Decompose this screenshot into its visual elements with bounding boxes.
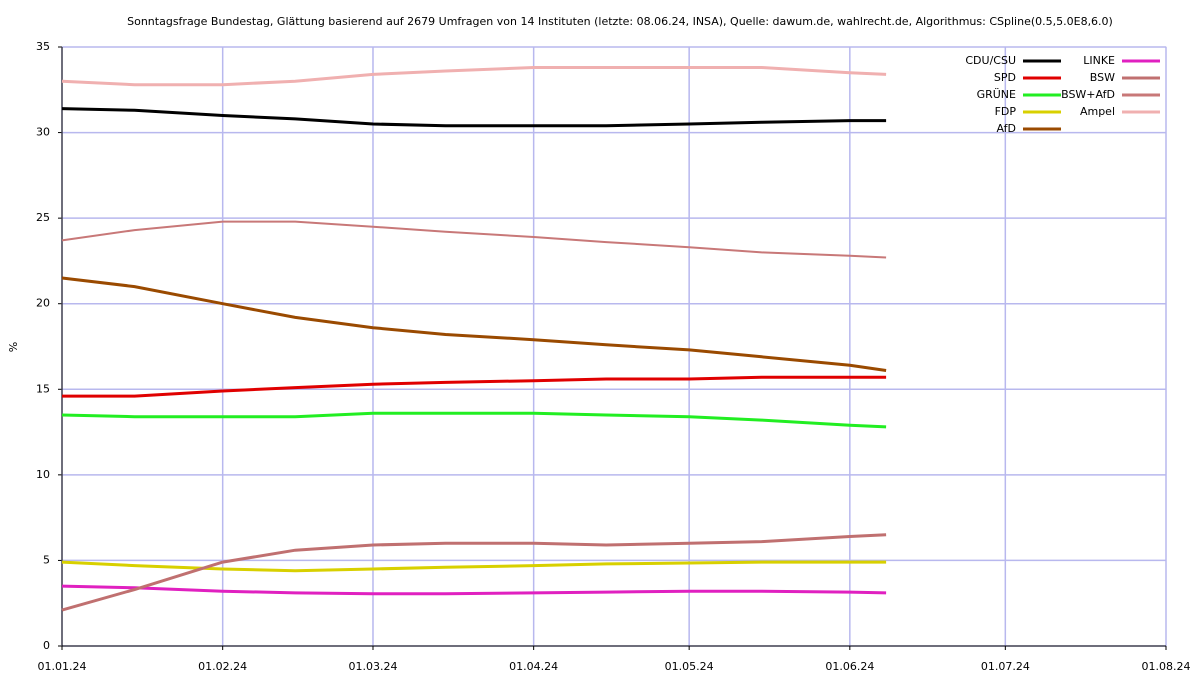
legend-label: LINKE	[1083, 54, 1115, 67]
y-tick-label: 30	[36, 126, 50, 139]
series-line	[62, 375, 887, 398]
x-tick-label: 01.02.24	[198, 660, 247, 673]
legend-label: GRÜNE	[977, 88, 1016, 101]
x-tick-label: 01.03.24	[348, 660, 397, 673]
y-tick-label: 10	[36, 468, 50, 481]
x-tick-label: 01.01.24	[38, 660, 87, 673]
legend-label: CDU/CSU	[965, 54, 1016, 67]
legend-label: AfD	[997, 122, 1016, 135]
y-tick-label: 35	[36, 40, 50, 53]
series-line	[61, 107, 887, 128]
y-tick-label: 20	[36, 297, 50, 310]
series-line	[61, 276, 887, 372]
y-tick-label: 15	[36, 382, 50, 395]
x-tick-label: 01.06.24	[825, 660, 874, 673]
legend-label: BSW	[1090, 71, 1115, 84]
series-line	[61, 584, 887, 596]
legend-label: FDP	[995, 105, 1017, 118]
legend-label: BSW+AfD	[1061, 88, 1115, 101]
legend-label: SPD	[994, 71, 1016, 84]
x-tick-label: 01.07.24	[981, 660, 1030, 673]
series-line	[61, 220, 887, 259]
y-tick-label: 0	[43, 639, 50, 652]
y-tick-label: 5	[43, 553, 50, 566]
y-tick-label: 25	[36, 211, 50, 224]
x-tick-label: 01.08.24	[1142, 660, 1191, 673]
chart-title: Sonntagsfrage Bundestag, Glättung basier…	[127, 15, 1113, 28]
series-line	[61, 560, 887, 573]
x-tick-label: 01.05.24	[665, 660, 714, 673]
legend-label: Ampel	[1080, 105, 1115, 118]
y-axis-label: %	[7, 342, 20, 352]
series-line	[61, 533, 887, 612]
series-line	[61, 66, 887, 87]
x-tick-label: 01.04.24	[509, 660, 558, 673]
series-line	[61, 411, 887, 429]
